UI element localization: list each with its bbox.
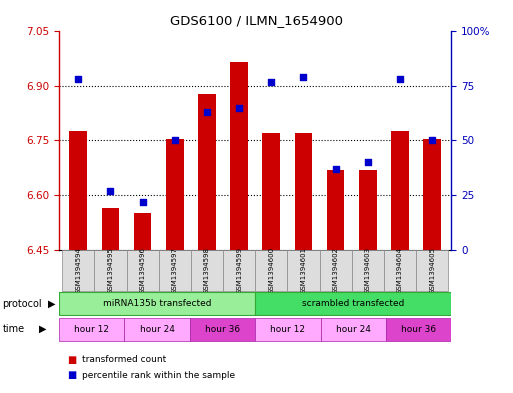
FancyBboxPatch shape: [255, 250, 287, 291]
Point: [74, 76, 83, 83]
Text: transformed count: transformed count: [82, 355, 166, 364]
Bar: [327, 170, 345, 250]
Text: GSM1394605: GSM1394605: [429, 247, 435, 294]
Text: hour 24: hour 24: [140, 325, 174, 334]
Text: protocol: protocol: [3, 299, 42, 309]
FancyBboxPatch shape: [62, 250, 94, 291]
Point: [331, 166, 340, 172]
FancyBboxPatch shape: [416, 250, 448, 291]
Point: [106, 187, 114, 194]
Text: GSM1394603: GSM1394603: [365, 247, 371, 294]
Text: GSM1394598: GSM1394598: [204, 247, 210, 294]
Bar: [263, 133, 280, 250]
FancyBboxPatch shape: [191, 250, 223, 291]
FancyBboxPatch shape: [255, 318, 321, 341]
Bar: [198, 94, 216, 250]
Bar: [134, 213, 151, 250]
Point: [300, 74, 308, 81]
FancyBboxPatch shape: [384, 250, 416, 291]
Bar: [359, 170, 377, 250]
FancyBboxPatch shape: [159, 250, 191, 291]
Bar: [391, 131, 409, 250]
Text: hour 12: hour 12: [270, 325, 305, 334]
Text: hour 24: hour 24: [336, 325, 371, 334]
FancyBboxPatch shape: [190, 318, 255, 341]
FancyBboxPatch shape: [223, 250, 255, 291]
Text: GSM1394597: GSM1394597: [172, 247, 178, 294]
Text: GDS6100 / ILMN_1654900: GDS6100 / ILMN_1654900: [170, 14, 343, 27]
Text: percentile rank within the sample: percentile rank within the sample: [82, 371, 235, 380]
Bar: [230, 62, 248, 250]
Text: ▶: ▶: [48, 299, 55, 309]
Text: GSM1394595: GSM1394595: [107, 247, 113, 294]
FancyBboxPatch shape: [59, 318, 124, 341]
Text: miRNA135b transfected: miRNA135b transfected: [103, 299, 211, 308]
Point: [171, 138, 179, 144]
Bar: [423, 139, 441, 250]
FancyBboxPatch shape: [321, 318, 386, 341]
Point: [396, 76, 404, 83]
Text: GSM1394601: GSM1394601: [301, 247, 306, 294]
Point: [267, 79, 275, 85]
Text: GSM1394594: GSM1394594: [75, 247, 81, 294]
FancyBboxPatch shape: [287, 250, 320, 291]
FancyBboxPatch shape: [94, 250, 127, 291]
Point: [235, 105, 243, 111]
Point: [139, 198, 147, 205]
Bar: [166, 139, 184, 250]
Point: [364, 159, 372, 165]
Text: GSM1394604: GSM1394604: [397, 247, 403, 294]
Text: GSM1394602: GSM1394602: [332, 247, 339, 294]
FancyBboxPatch shape: [386, 318, 451, 341]
FancyBboxPatch shape: [124, 318, 190, 341]
Text: ▶: ▶: [38, 324, 46, 334]
Text: GSM1394600: GSM1394600: [268, 247, 274, 294]
Point: [203, 109, 211, 115]
FancyBboxPatch shape: [352, 250, 384, 291]
Text: scrambled transfected: scrambled transfected: [302, 299, 405, 308]
Text: ■: ■: [67, 370, 76, 380]
Point: [428, 138, 436, 144]
Text: hour 36: hour 36: [401, 325, 436, 334]
Text: hour 12: hour 12: [74, 325, 109, 334]
Bar: [294, 133, 312, 250]
Text: time: time: [3, 324, 25, 334]
Text: ■: ■: [67, 354, 76, 365]
Bar: [102, 208, 120, 250]
Text: GSM1394596: GSM1394596: [140, 247, 146, 294]
Bar: [69, 131, 87, 250]
FancyBboxPatch shape: [320, 250, 352, 291]
FancyBboxPatch shape: [59, 292, 255, 315]
Text: hour 36: hour 36: [205, 325, 240, 334]
FancyBboxPatch shape: [127, 250, 159, 291]
Text: GSM1394599: GSM1394599: [236, 247, 242, 294]
FancyBboxPatch shape: [255, 292, 451, 315]
